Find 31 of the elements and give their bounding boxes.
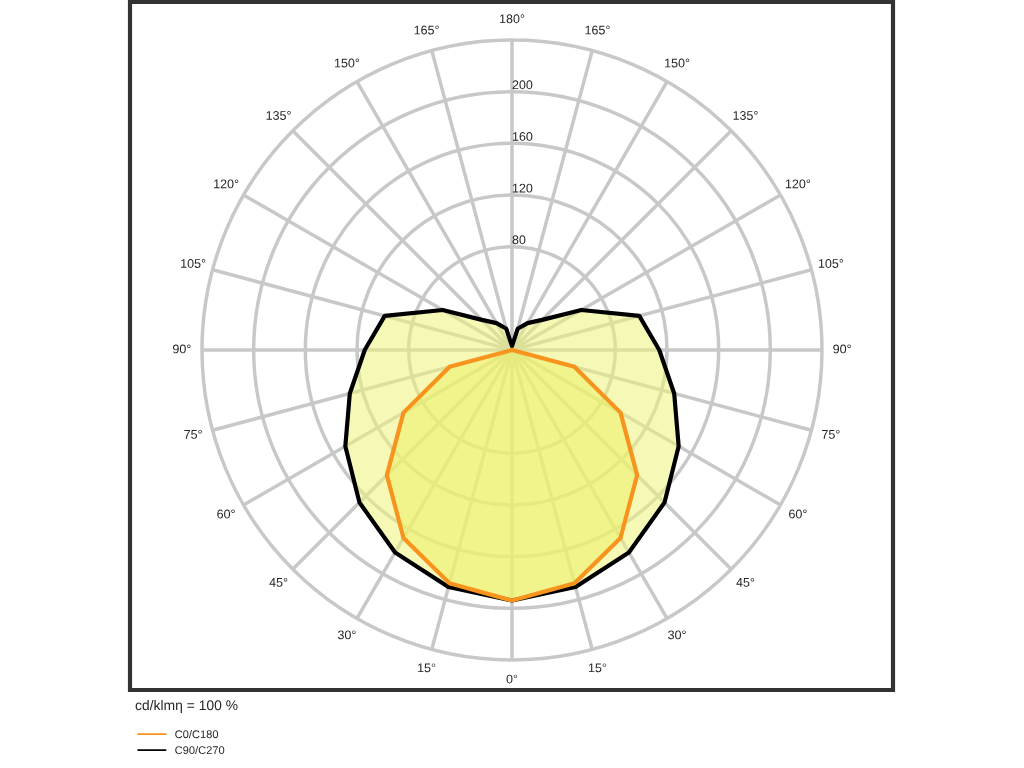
y-tick-label: 200: [512, 80, 533, 90]
spoke-label: 30°: [668, 630, 686, 640]
spoke-label: 60°: [789, 509, 807, 519]
spoke-label: 150°: [334, 58, 360, 68]
spoke-label: 120°: [214, 179, 239, 189]
legend-label: C90/C270: [175, 745, 225, 755]
spoke-label: 165°: [414, 25, 439, 35]
spoke-label: 105°: [818, 259, 844, 268]
spoke-label: 90°: [833, 344, 851, 354]
y-tick-label: 120: [512, 183, 533, 193]
spoke-label: 105°: [181, 259, 206, 268]
spoke-label: 45°: [269, 577, 288, 587]
spoke-label: 165°: [585, 25, 610, 35]
spoke-label: 30°: [337, 630, 356, 640]
y-tick-label: 80: [512, 235, 526, 245]
spoke-label: 135°: [733, 111, 758, 120]
legend-label: C0/C180: [175, 730, 219, 739]
spoke-label: 75°: [184, 429, 202, 439]
spoke-label: 60°: [217, 509, 235, 519]
spoke-label: 135°: [266, 111, 291, 120]
spoke-label: 150°: [665, 58, 690, 68]
y-tick-label: 160: [512, 132, 533, 141]
text: cd/klmη = 100 %: [135, 699, 238, 713]
spoke-label: 75°: [822, 429, 840, 439]
spoke-label: 120°: [785, 179, 811, 189]
spoke-label: 180°: [500, 14, 525, 24]
spoke-label: 45°: [736, 577, 755, 587]
spoke-label: 0°: [506, 674, 518, 684]
spoke-label: 15°: [588, 663, 607, 673]
spoke-label: 90°: [173, 344, 191, 354]
spoke-label: 15°: [418, 663, 436, 673]
